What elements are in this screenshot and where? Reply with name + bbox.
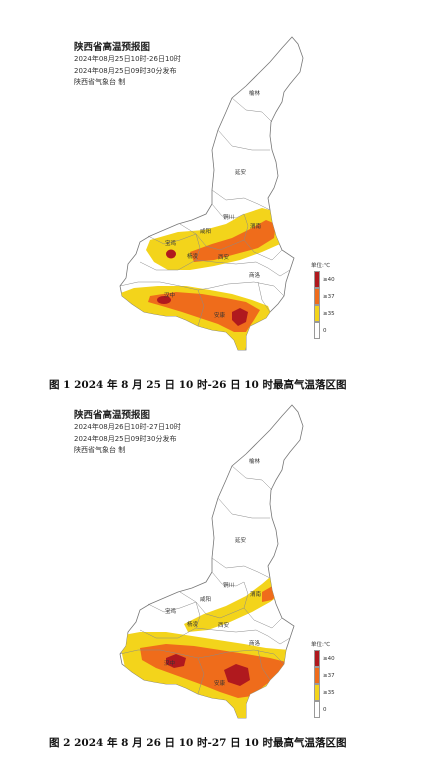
figure-caption-1: 图 1 2024 年 8 月 25 日 10 时-26 日 10 时最高气温落区… xyxy=(49,379,347,391)
city-label-weinan: 渭南 xyxy=(250,590,262,598)
legend-swatch-35 xyxy=(314,305,320,322)
shaanxi-map-1: 榆林 延安 铜川 渭南 咸阳 宝鸡 杨凌 西安 商洛 汉中 安康 xyxy=(119,36,304,351)
legend-swatch-35 xyxy=(314,684,320,701)
legend-swatch-40 xyxy=(314,650,320,667)
map-header: 陕西省高温预报图 2024年08月26日10时-27日10时 2024年08月2… xyxy=(74,409,181,457)
legend-swatch-40 xyxy=(314,271,320,288)
forecast-map-panel-1: 陕西省高温预报图 2024年08月25日10时-26日10时 2024年08月2… xyxy=(0,0,422,391)
zone-37-south xyxy=(148,292,260,332)
city-label-baoji: 宝鸡 xyxy=(165,239,177,247)
forecast-time-range: 2024年08月26日10时-27日10时 xyxy=(74,423,181,431)
legend-swatch-0 xyxy=(314,701,320,718)
issuing-agency: 陕西省气象台 制 xyxy=(74,78,126,86)
map-header: 陕西省高温预报图 2024年08月25日10时-26日10时 2024年08月2… xyxy=(74,41,181,89)
legend-item: ≥40 xyxy=(307,650,335,667)
legend-label: ≥35 xyxy=(323,310,335,317)
city-label-yangling: 杨凌 xyxy=(187,620,199,628)
issue-time: 2024年08月25日09时30分发布 xyxy=(74,434,177,443)
city-label-ankang: 安康 xyxy=(214,311,226,319)
forecast-time-range: 2024年08月25日10时-26日10时 xyxy=(74,55,181,63)
city-label-yanan: 延安 xyxy=(235,168,247,176)
legend-item: ≥35 xyxy=(307,305,335,322)
city-label-shangluo: 商洛 xyxy=(249,639,261,647)
map-title: 陕西省高温预报图 xyxy=(74,410,151,421)
city-label-hanzhong: 汉中 xyxy=(164,659,175,667)
legend-swatch-37 xyxy=(314,288,320,305)
legend-label: 0 xyxy=(323,327,327,334)
city-label-ankang: 安康 xyxy=(214,679,226,687)
city-label-xianyang: 咸阳 xyxy=(200,227,211,235)
city-label-yanan: 延安 xyxy=(235,536,247,544)
city-boundaries xyxy=(119,465,291,695)
legend-unit: 单位:℃ xyxy=(311,263,331,269)
city-label-yangling: 杨凌 xyxy=(187,252,199,260)
zone-40-ankang xyxy=(232,308,248,326)
legend-label: 0 xyxy=(323,706,327,713)
issue-time: 2024年08月25日09时30分发布 xyxy=(74,66,177,75)
city-label-baoji: 宝鸡 xyxy=(165,607,177,615)
city-label-weinan: 渭南 xyxy=(250,222,262,230)
city-label-xian: 西安 xyxy=(218,253,230,261)
legend-swatch-0 xyxy=(314,322,320,339)
legend-label: ≥35 xyxy=(323,689,335,696)
shaanxi-map-2: 榆林 延安 铜川 渭南 咸阳 宝鸡 杨凌 西安 商洛 汉中 安康 xyxy=(119,404,304,719)
zone-40-baoji xyxy=(166,249,176,259)
city-label-tongchuan: 铜川 xyxy=(223,581,234,589)
city-labels: 榆林 延安 铜川 渭南 咸阳 宝鸡 杨凌 西安 商洛 汉中 安康 xyxy=(164,89,262,319)
forecast-map-panel-2: 陕西省高温预报图 2024年08月26日10时-27日10时 2024年08月2… xyxy=(0,392,422,758)
legend-item: ≥35 xyxy=(307,684,335,701)
temperature-legend: 单位:℃ ≥40 ≥37 ≥35 0 xyxy=(307,261,335,339)
legend-item: ≥40 xyxy=(307,271,335,288)
map-title: 陕西省高温预报图 xyxy=(74,42,151,53)
zone-37-guanzhong xyxy=(190,220,276,262)
zone-40-hanzhong xyxy=(166,654,186,668)
city-label-yulin: 榆林 xyxy=(249,457,261,465)
city-label-xianyang: 咸阳 xyxy=(200,595,211,603)
city-labels: 榆林 延安 铜川 渭南 咸阳 宝鸡 杨凌 西安 商洛 汉中 安康 xyxy=(164,457,262,687)
city-label-shangluo: 商洛 xyxy=(249,271,261,279)
legend-swatch-37 xyxy=(314,667,320,684)
issuing-agency: 陕西省气象台 制 xyxy=(74,446,126,454)
legend-item: ≥37 xyxy=(307,667,335,684)
zone-40-hanzhong xyxy=(157,296,171,304)
zone-35-guanzhong xyxy=(146,208,284,270)
temperature-legend: 单位:℃ ≥40 ≥37 ≥35 0 xyxy=(307,640,335,718)
city-boundaries xyxy=(119,97,291,327)
legend-label: ≥40 xyxy=(323,655,335,662)
city-label-hanzhong: 汉中 xyxy=(164,291,175,299)
legend-item: 0 xyxy=(307,701,335,718)
city-label-xian: 西安 xyxy=(218,621,230,629)
legend-item: 0 xyxy=(307,322,335,339)
figure-caption-2: 图 2 2024 年 8 月 26 日 10 时-27 日 10 时最高气温落区… xyxy=(49,737,347,749)
legend-label: ≥37 xyxy=(323,672,335,679)
city-label-yulin: 榆林 xyxy=(249,89,261,97)
legend-label: ≥37 xyxy=(323,293,335,300)
city-label-tongchuan: 铜川 xyxy=(223,213,234,221)
legend-label: ≥40 xyxy=(323,276,335,283)
legend-unit: 单位:℃ xyxy=(311,642,331,648)
zone-40-ankang xyxy=(224,664,250,686)
legend-item: ≥37 xyxy=(307,288,335,305)
zone-35-guanzhong xyxy=(184,572,286,632)
